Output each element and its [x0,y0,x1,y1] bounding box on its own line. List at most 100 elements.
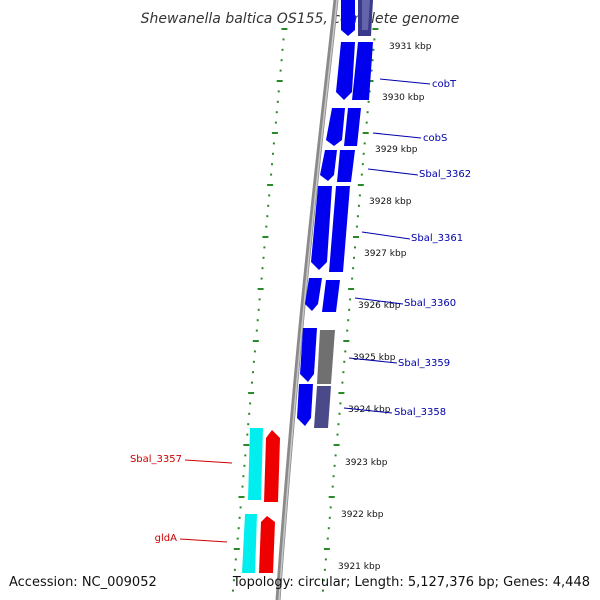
tick-label: 3927 kbp [364,249,407,259]
tick-mark [251,381,253,384]
gene-label-sbal-3358[interactable]: Sbal_3358 [394,407,446,418]
gene-arrow[interactable] [362,0,370,30]
tick-mark [322,579,325,582]
tick-mark [249,402,252,405]
tick-mark [372,28,379,30]
gene-arrow-sbal-3359[interactable] [300,328,317,382]
tick-mark [362,132,369,134]
tick-mark [357,184,364,186]
tick-mark [338,392,345,394]
tick-mark [233,548,240,550]
tick-mark [362,152,365,155]
tick-mark [352,267,355,270]
tick-mark [272,142,275,145]
tick-mark [241,485,244,488]
tick-label: 3924 kbp [348,405,391,415]
gene-arrow[interactable] [337,150,355,182]
tick-mark [265,225,268,228]
tick-mark [327,527,330,530]
tick-mark [342,371,345,374]
gene-label-sbal-3361[interactable]: Sbal_3361 [411,233,463,244]
tick-mark [326,537,329,540]
tick-mark [243,464,246,467]
summary-text: Topology: circular; Length: 5,127,376 bp… [232,575,590,590]
ruler-labels: 3931 kbp 3930 kbp 3929 kbp 3928 kbp 3927… [338,42,432,572]
tick-mark [282,38,285,41]
tick-mark [279,69,282,72]
tick-mark [367,100,370,103]
tick-mark [333,464,336,467]
gene-label-gldA[interactable]: gldA [155,533,177,544]
tick-mark [329,506,332,509]
gene-label-sbal-3359[interactable]: Sbal_3359 [398,358,450,369]
rna-arrow-sbal-3357[interactable] [264,430,280,502]
gene-arrow[interactable] [352,42,373,100]
tick-mark [275,111,278,114]
tick-mark [267,184,274,186]
tick-mark [271,163,273,166]
tick-mark [347,319,350,322]
tick-mark [246,433,249,436]
tick-mark [239,506,242,509]
gene-arrow[interactable] [344,108,361,146]
rna-arrow-gldA[interactable] [259,516,275,573]
tick-mark [334,454,337,457]
tick-mark [260,277,263,280]
gene-arrow-cobT[interactable] [336,42,355,100]
tick-mark [268,194,271,197]
gene-arrow-cobS[interactable] [326,108,345,146]
tick-mark [344,350,347,353]
tick-mark [355,225,358,228]
gene-label-cobS[interactable]: cobS [423,133,447,144]
tick-mark [236,537,239,540]
tick-mark [270,173,273,176]
gene-arrow-sbal-3358[interactable] [297,384,313,426]
gene-arrow[interactable] [317,330,335,384]
tick-mark [276,100,279,103]
tick-mark [353,236,359,238]
tick-mark [331,485,334,488]
tick-mark [243,444,250,446]
tick-mark [333,444,340,446]
gene-arrow[interactable] [341,0,355,36]
gene-arrow[interactable] [314,386,331,428]
gene-arrow-sbal-3360[interactable] [305,278,322,311]
tick-mark [252,360,255,363]
tick-mark [328,516,331,519]
rna-feature-gldA[interactable] [242,514,257,573]
tick-label: 3923 kbp [345,458,388,468]
tick-mark [370,69,373,72]
tick-mark [257,308,260,311]
inner-tick-track [232,28,288,592]
rna-feature-sbal-3357[interactable] [248,428,263,500]
tick-mark [247,423,250,426]
tick-mark [337,423,340,426]
gene-arrow-sbal-3362[interactable] [320,150,337,181]
tick-mark [348,288,355,290]
gene-label-sbal-3360[interactable]: Sbal_3360 [404,298,456,309]
tick-mark [366,111,369,114]
gene-label-sbal-3357[interactable]: Sbal_3357 [130,454,182,465]
gene-features [242,0,373,573]
gene-arrow-sbal-3361[interactable] [311,186,332,270]
gene-labels: cobT cobS Sbal_3362 Sbal_3361 Sbal_3360 … [130,79,471,544]
gene-label-cobT[interactable]: cobT [432,79,457,90]
tick-mark [338,412,341,415]
tick-label: 3921 kbp [338,562,381,572]
tick-mark [281,28,288,30]
tick-mark [351,277,354,280]
gene-label-sbal-3362[interactable]: Sbal_3362 [419,169,471,180]
tick-mark [323,568,326,571]
gene-arrow[interactable] [322,280,340,312]
gene-arrow[interactable] [329,186,350,272]
tick-mark [252,371,254,374]
tick-mark [261,267,264,270]
tick-mark [357,204,360,207]
tick-mark [244,454,247,457]
tick-mark [253,350,256,353]
tick-mark [341,381,344,384]
tick-mark [348,308,351,311]
tick-mark [248,392,255,394]
outer-tick-track [322,28,379,592]
tick-mark [242,475,245,478]
